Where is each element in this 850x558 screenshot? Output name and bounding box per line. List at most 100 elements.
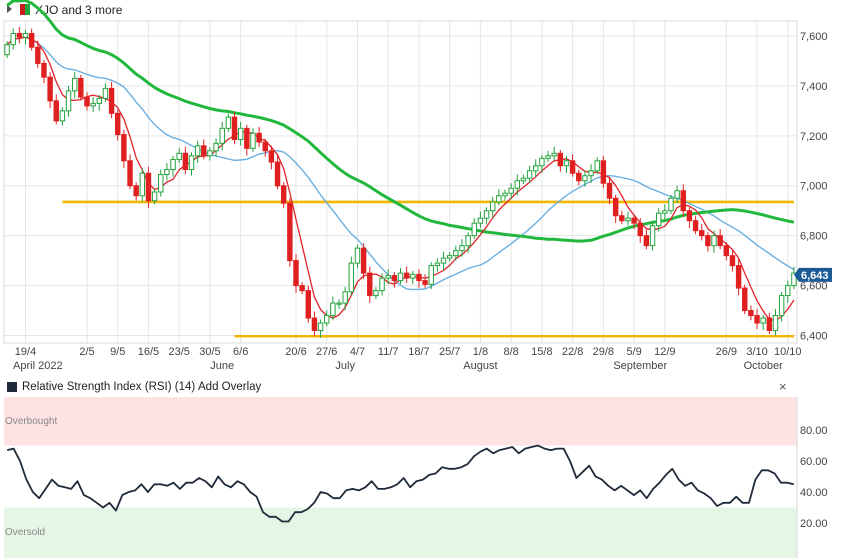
candle-body (244, 127, 250, 149)
collapse-toggle-icon[interactable] (7, 5, 12, 13)
y-tick-label: 7,200 (800, 131, 828, 143)
add-overlay-button[interactable]: Add Overlay (198, 381, 262, 393)
x-tick-label: 30/5 (199, 346, 220, 358)
candle-down (274, 155, 281, 190)
candle-up (90, 96, 96, 112)
candle-up (514, 174, 521, 196)
candle-up (533, 159, 539, 177)
candle-body (729, 255, 736, 267)
y-tick-label: 7,400 (800, 81, 828, 93)
y-tick-label: 6,600 (800, 281, 828, 293)
candle-body (311, 317, 318, 332)
candle-down (422, 274, 428, 288)
rsi-tick-label: 40.00 (800, 487, 828, 499)
candle-down (360, 243, 367, 280)
candle-body (47, 76, 53, 102)
candle-down (201, 139, 207, 160)
candle-down (748, 305, 754, 321)
candle-body (502, 192, 508, 197)
rsi-tick-label: 20.00 (800, 518, 828, 530)
candle-down (680, 184, 686, 217)
candle-down (41, 59, 47, 84)
candle-body (569, 160, 576, 174)
candle-body (582, 175, 588, 182)
candle-body (71, 77, 78, 92)
candle-body (121, 134, 127, 162)
candle-down (637, 218, 643, 243)
candle-up (434, 258, 441, 272)
candle-body (127, 160, 133, 187)
candle-body (674, 190, 680, 199)
candle-body (262, 141, 268, 152)
candle-body (625, 217, 631, 222)
symbol-title[interactable]: XJO and 3 more (35, 3, 123, 17)
candle-down (16, 26, 23, 44)
candle-up (330, 296, 336, 321)
candle-body (219, 127, 225, 144)
candle-body (772, 315, 779, 332)
month-label: August (463, 360, 497, 372)
candle-down (262, 138, 268, 157)
candle-body (35, 46, 41, 64)
candle-body (649, 225, 656, 247)
close-icon[interactable]: × (779, 379, 787, 394)
month-label: June (210, 360, 234, 372)
candle-body (637, 222, 643, 237)
candle-body (237, 127, 244, 141)
candle-body (459, 245, 465, 252)
candle-body (360, 247, 367, 274)
candle-up (489, 196, 496, 218)
candle-up (588, 164, 594, 183)
candle-down (754, 309, 760, 330)
x-tick-label: 5/9 (626, 346, 641, 358)
candlestick-icon (20, 4, 30, 15)
candle-body (594, 160, 600, 172)
candle-body (692, 220, 699, 232)
candle-up (65, 85, 72, 117)
candle-down (717, 229, 723, 250)
candle-body (576, 172, 582, 182)
candle-up (778, 292, 785, 322)
candle-body (686, 210, 693, 222)
candle-body (133, 185, 139, 197)
candle-up (225, 113, 232, 132)
candle-body (293, 260, 299, 287)
candle-body (256, 132, 262, 143)
candle-body (680, 190, 686, 212)
candle-up (102, 83, 109, 102)
candle-down (287, 198, 293, 267)
candle-body (465, 235, 471, 247)
candle-body (145, 172, 152, 202)
candle-body (102, 87, 109, 99)
x-tick-label: 29/8 (593, 346, 614, 358)
candle-body (41, 62, 47, 78)
rsi-chart: Overbought Oversold 80.00 60.00 40.00 20.00 (4, 397, 828, 558)
candle-body (735, 265, 742, 289)
candle-up (662, 204, 668, 221)
candle-up (471, 218, 477, 240)
candle-body (96, 97, 102, 104)
candle-body (194, 145, 201, 157)
candle-body (428, 265, 434, 285)
plot-frame (3, 20, 798, 344)
candle-up (551, 146, 557, 161)
candle-body (416, 273, 422, 282)
candle-down (367, 266, 373, 303)
price-tag-box (794, 267, 832, 282)
candle-up (440, 251, 447, 271)
candle-up (785, 280, 791, 303)
candle-body (668, 197, 674, 212)
candle-down (293, 254, 299, 293)
candle-body (287, 202, 293, 262)
candle-body (471, 222, 477, 237)
candle-up (59, 107, 66, 126)
candle-up (674, 185, 680, 203)
candle-body (422, 280, 428, 285)
candle-body (489, 201, 496, 212)
month-label: October (744, 360, 783, 372)
candle-up (164, 163, 170, 181)
x-tick-label: 27/6 (316, 346, 337, 358)
candle-up (96, 94, 102, 111)
candle-body (225, 116, 232, 129)
sma-mid-line (6, 36, 795, 291)
